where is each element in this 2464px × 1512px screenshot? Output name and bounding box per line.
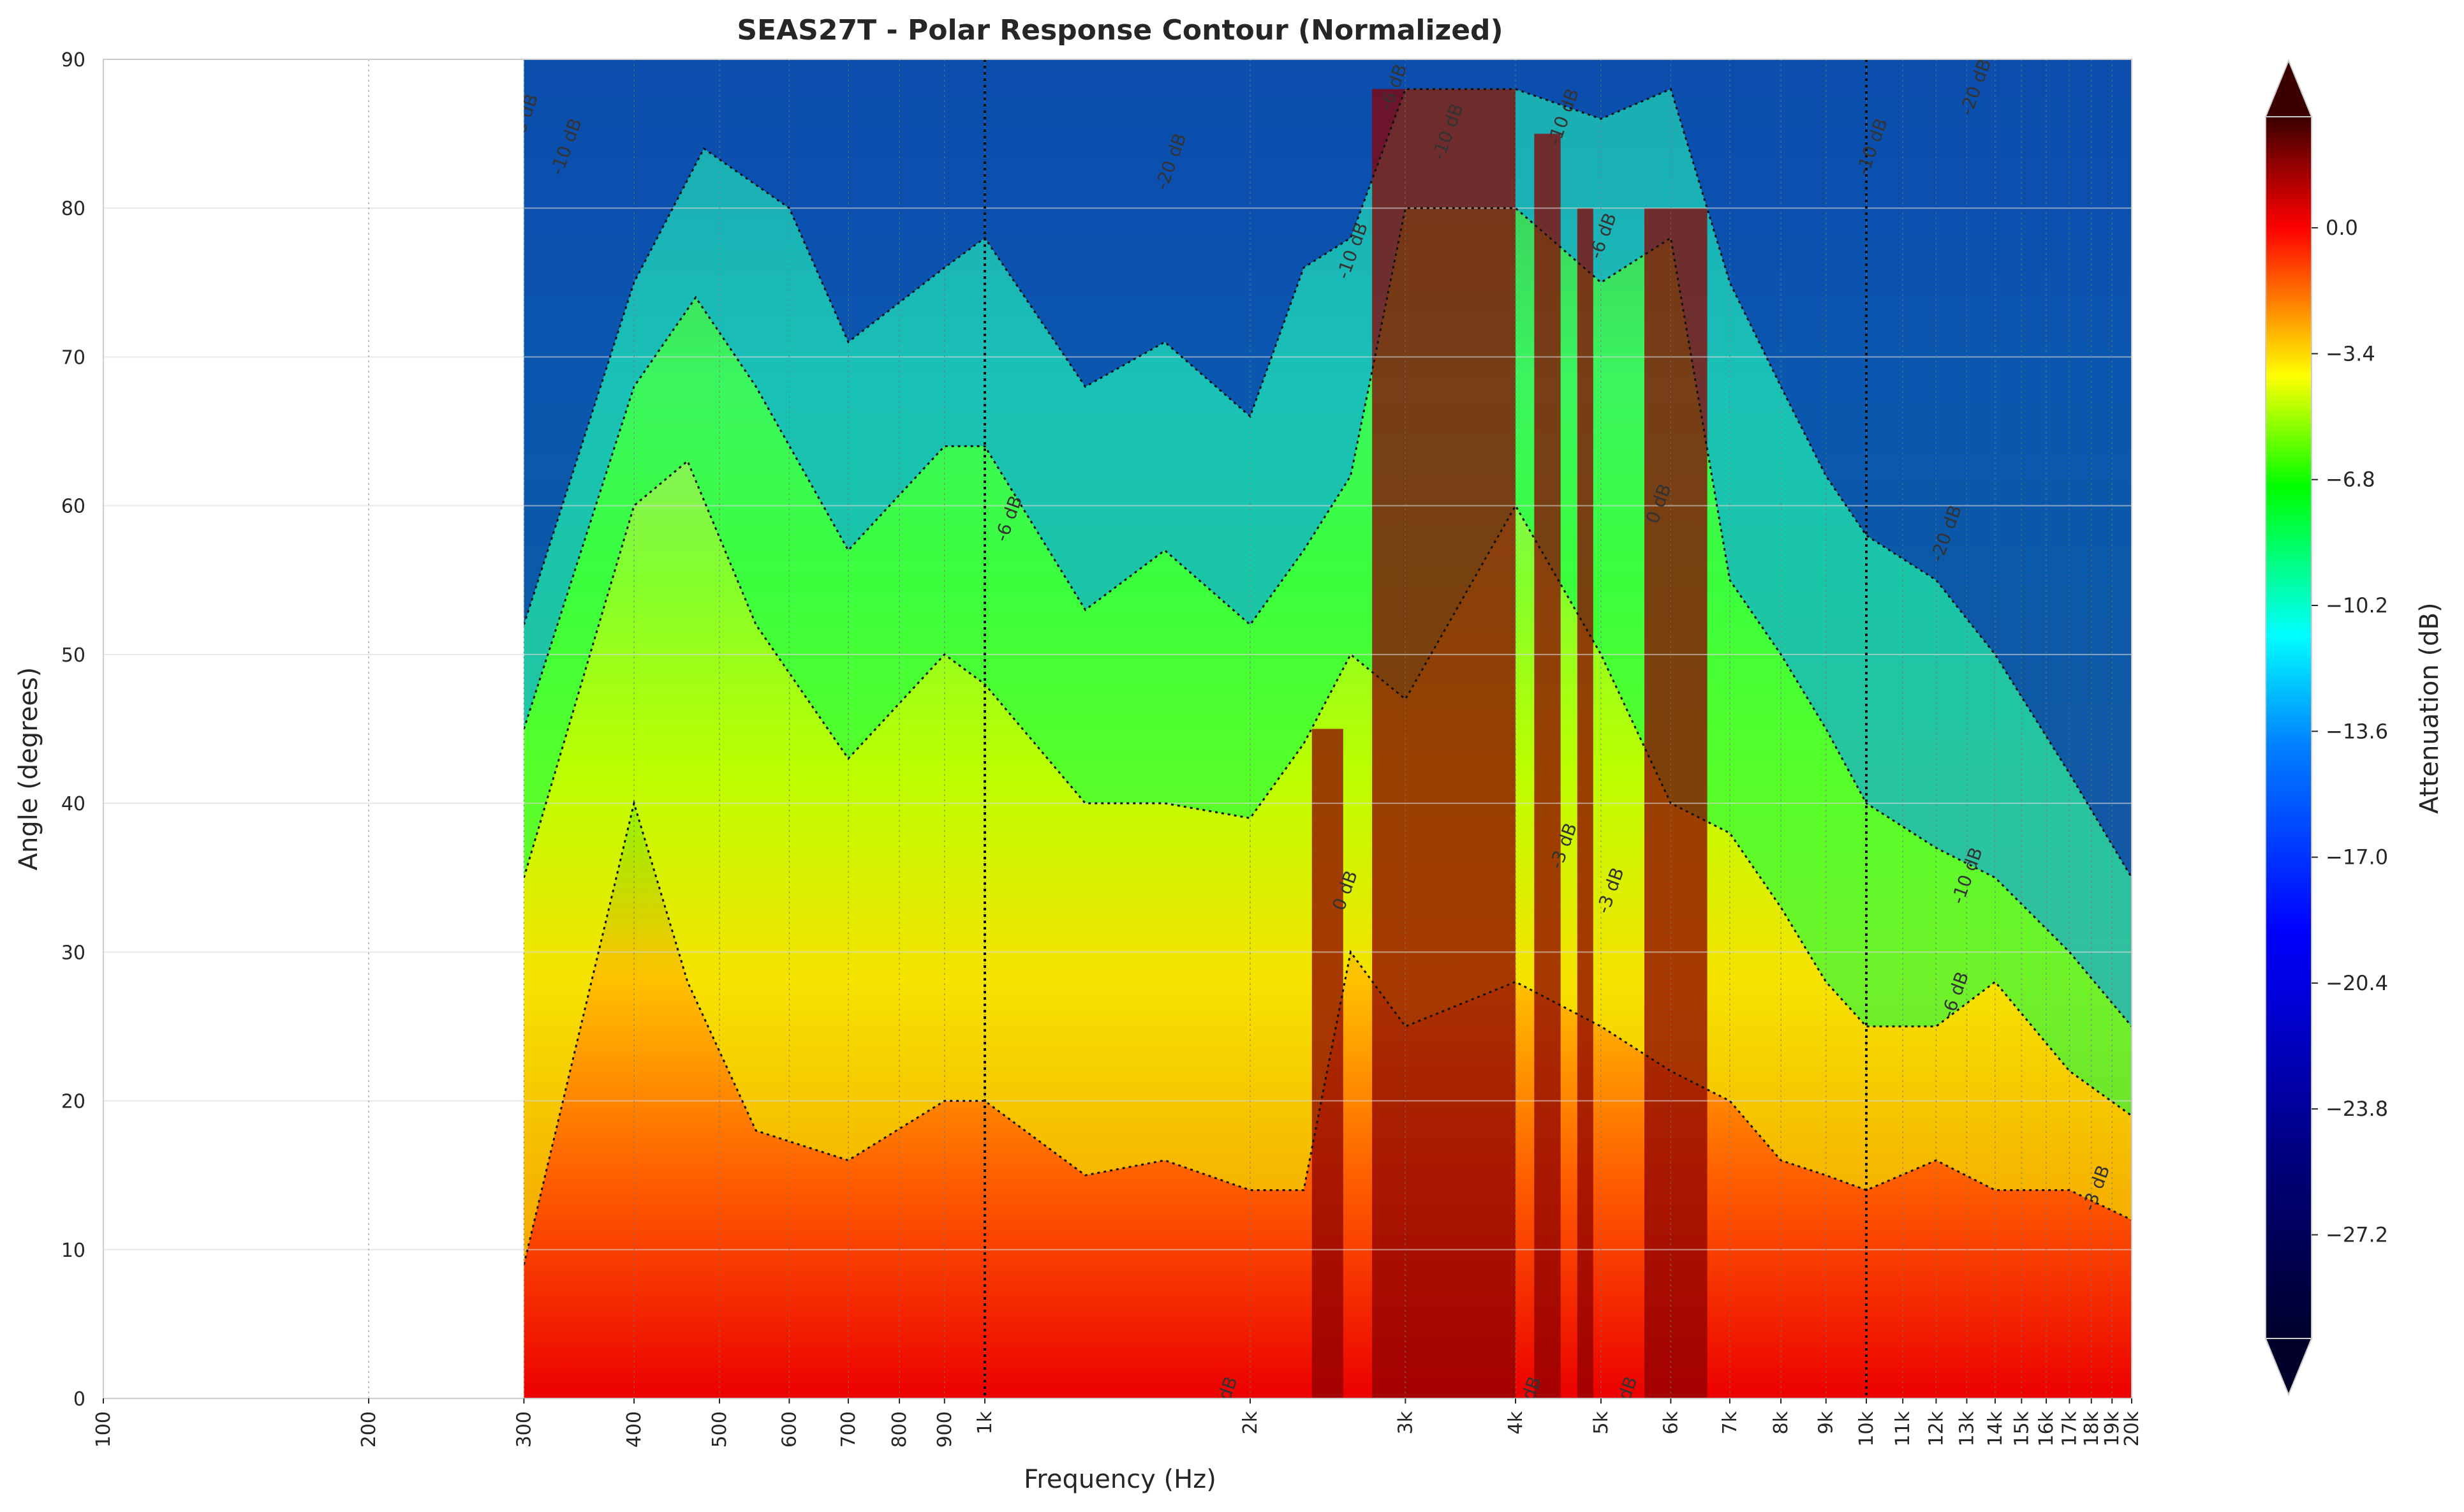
x-tick-label: 8k <box>1770 1411 1792 1434</box>
colorbar-tick-label: −13.6 <box>2326 719 2388 743</box>
x-tick-label: 13k <box>1956 1411 1978 1446</box>
x-tick-label: 500 <box>709 1411 731 1448</box>
plot-frame <box>103 59 2132 1399</box>
x-tick-label: 700 <box>837 1411 860 1448</box>
x-tick-label: 3k <box>1394 1411 1417 1434</box>
colorbar-extend-max <box>2264 59 2313 117</box>
y-tick-label: 40 <box>61 793 85 815</box>
x-tick-label: 200 <box>358 1411 380 1448</box>
x-tick-label: 7k <box>1719 1411 1741 1434</box>
colorbar-tick-label: −17.0 <box>2326 845 2388 870</box>
colorbar-tick-label: −6.8 <box>2326 468 2375 492</box>
x-tick-label: 900 <box>934 1411 956 1448</box>
colorbar-tick-label: 0.0 <box>2326 216 2358 240</box>
x-tick-label: 5k <box>1590 1411 1612 1434</box>
y-tick-label: 70 <box>61 346 85 369</box>
x-tick-label: 14k <box>1984 1411 2007 1446</box>
y-tick-label: 0 <box>73 1388 85 1411</box>
chart-title: SEAS27T - Polar Response Contour (Normal… <box>737 14 1503 47</box>
contour-lines <box>524 87 2132 1265</box>
resonance-region <box>1311 729 1343 1398</box>
x-tick-label: 15k <box>2010 1411 2033 1446</box>
x-tick-label: 9k <box>1815 1411 1838 1434</box>
y-axis-ticks: 0 10 20 30 40 50 60 70 80 90 <box>61 49 85 1411</box>
x-tick-label: 17k <box>2059 1411 2081 1446</box>
contour-line <box>524 799 2132 1265</box>
x-axis-label: Frequency (Hz) <box>1024 1465 1216 1494</box>
x-tick-label: 1k <box>974 1411 996 1434</box>
y-tick-label: 80 <box>61 198 85 220</box>
y-tick-label: 50 <box>61 644 85 667</box>
contour-line <box>524 459 2132 1117</box>
x-tick-label: 11k <box>1892 1411 1914 1446</box>
colorbar: 0.0 −3.4 −6.8 −10.2 −13.6 −17.0 −20.4 −23.8 −27.… <box>2264 59 2444 1397</box>
x-tick-label: 300 <box>513 1411 535 1448</box>
resonance-region <box>1372 89 1516 1398</box>
colorbar-tick-label: −27.2 <box>2326 1223 2388 1247</box>
x-tick-label: 2k <box>1239 1411 1262 1434</box>
colorbar-body <box>2265 116 2312 1339</box>
colorbar-tick-label: −10.2 <box>2326 593 2388 618</box>
y-tick-label: 10 <box>61 1240 85 1262</box>
plot-area: -6 dB -10 dB -20 dB-10 dB-6 dB0 dB-6 dB-10… <box>103 59 2132 1399</box>
x-tick-label: 800 <box>889 1411 911 1448</box>
colorbar-tick-label: −3.4 <box>2326 341 2375 366</box>
x-tick-label: 400 <box>623 1411 646 1448</box>
y-tick-label: 90 <box>61 49 85 71</box>
x-tick-label: 19k <box>2101 1411 2123 1446</box>
x-tick-label: 18k <box>2081 1411 2103 1446</box>
x-tick-label: 600 <box>778 1411 800 1448</box>
colorbar-label: Attenuation (dB) <box>2415 602 2444 813</box>
y-tick-label: 60 <box>61 496 85 518</box>
contour-line <box>524 207 2132 1027</box>
resonance-region <box>1534 133 1561 1398</box>
colorbar-extend-min <box>2264 1338 2313 1397</box>
x-tick-label: 16k <box>2035 1411 2058 1446</box>
y-tick-label: 20 <box>61 1091 85 1113</box>
x-tick-label: 100 <box>92 1411 115 1448</box>
colorbar-tick-label: −23.8 <box>2326 1097 2388 1121</box>
x-tick-label: 20k <box>2121 1411 2143 1446</box>
x-tick-label: 10k <box>1855 1411 1878 1446</box>
contour-line <box>524 87 2132 878</box>
colorbar-tick-label: −20.4 <box>2326 971 2388 995</box>
x-axis-ticks: 100 200 300 400 500 600 700 800 900 1k 2k 3k 4k 5k 6k 7… <box>92 1398 2143 1448</box>
y-tick-label: 30 <box>61 942 85 964</box>
x-tick-label: 12k <box>1925 1411 1947 1446</box>
x-tick-label: 6k <box>1660 1411 1682 1434</box>
x-tick-label: 4k <box>1505 1411 1527 1434</box>
y-axis-label: Angle (degrees) <box>14 667 43 871</box>
colorbar-ticks: 0.0 −3.4 −6.8 −10.2 −13.6 −17.0 −20.4 −23.8 −27.… <box>2312 216 2388 1247</box>
heatmap-surface <box>524 59 2132 1398</box>
